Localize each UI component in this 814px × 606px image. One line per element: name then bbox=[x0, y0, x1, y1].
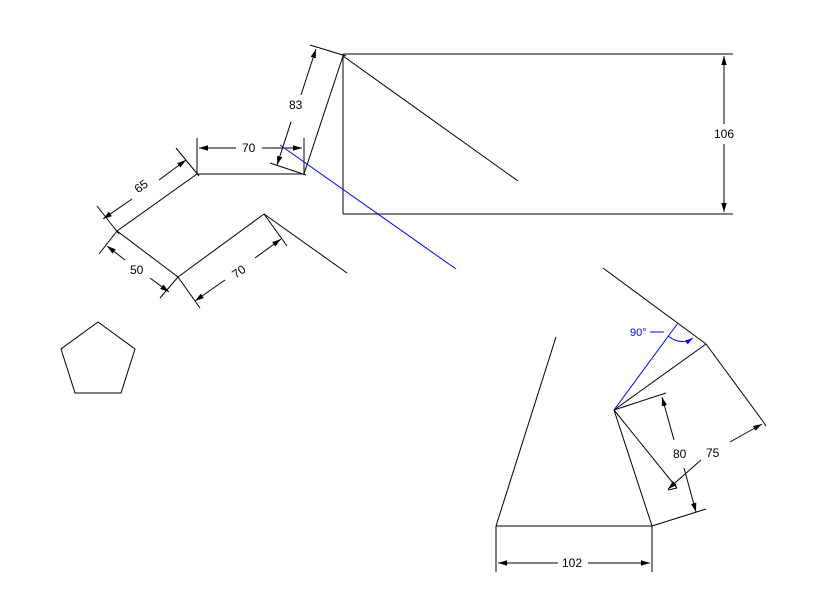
dimension-83 bbox=[269, 44, 347, 176]
dimension-50 bbox=[98, 230, 179, 299]
construction-line-lower bbox=[613, 322, 679, 411]
dimension-70-top bbox=[196, 138, 305, 174]
dimension-label-50: 50 bbox=[130, 263, 144, 277]
lower-figure bbox=[495, 267, 763, 527]
dimension-label-70-top: 70 bbox=[242, 141, 256, 155]
angle-label-90: 90° bbox=[630, 327, 647, 339]
dimension-label-80: 80 bbox=[673, 447, 687, 461]
dimension-label-102: 102 bbox=[562, 556, 582, 570]
dimension-70-bottom bbox=[177, 213, 288, 309]
dimension-label-65: 65 bbox=[132, 177, 151, 196]
dimension-label-83: 83 bbox=[289, 98, 303, 112]
rectangle-diagonal-line bbox=[342, 55, 519, 182]
rectangle bbox=[342, 53, 733, 215]
pentagon bbox=[60, 321, 136, 394]
dimension-80 bbox=[613, 392, 707, 527]
construction-line-upper bbox=[279, 144, 457, 270]
dimension-102 bbox=[495, 526, 653, 572]
dimension-65 bbox=[96, 147, 200, 235]
upper-polyline bbox=[116, 55, 348, 278]
angle-arc-90 bbox=[667, 335, 694, 345]
dimension-75 bbox=[667, 419, 767, 491]
dimension-label-70-bottom: 70 bbox=[229, 262, 248, 281]
dimension-label-75: 75 bbox=[706, 446, 720, 460]
dimension-label-106: 106 bbox=[714, 127, 734, 141]
